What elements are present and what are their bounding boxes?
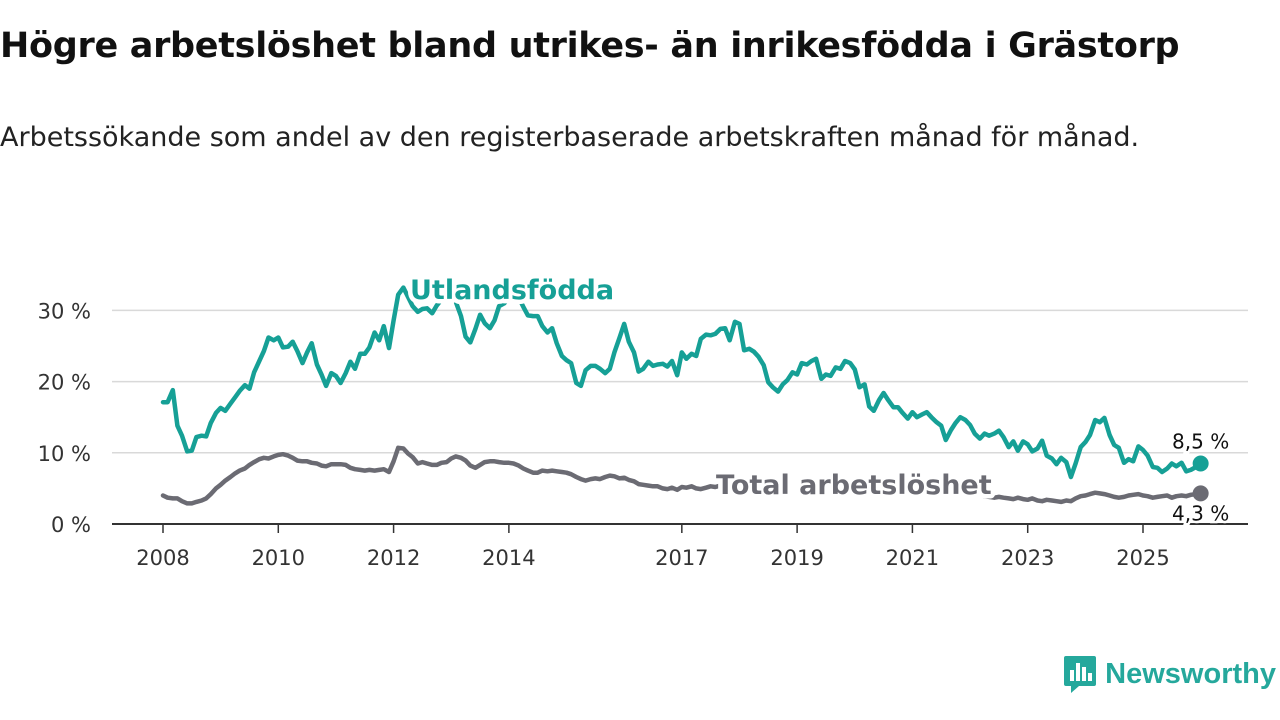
end-label-utlandsfodda: 8,5 % [1172, 429, 1229, 453]
chart-title: Högre arbetslöshet bland utrikes- än inr… [0, 26, 1180, 66]
x-tick-label: 2008 [136, 546, 189, 570]
x-tick-label: 2014 [482, 546, 535, 570]
series-line-total-2 [982, 490, 1203, 505]
brand-name: Newsworthy [1105, 657, 1276, 690]
x-tick-label: 2017 [655, 546, 708, 570]
chart-subtitle: Arbetssökande som andel av den registerb… [0, 122, 1140, 153]
x-tick-label: 2019 [770, 546, 823, 570]
end-marker-total [1192, 485, 1209, 502]
series-line-utlandsfodda-2 [453, 289, 1203, 480]
x-tick-label: 2010 [252, 546, 305, 570]
brand-logo[interactable]: Newsworthy [1063, 652, 1276, 696]
x-tick-label: 2021 [886, 546, 939, 570]
x-tick-label: 2023 [1001, 546, 1054, 570]
y-tick-label: 0 % [51, 513, 91, 537]
x-tick-label: 2012 [367, 546, 420, 570]
series-label-utlandsfodda: Utlandsfödda [410, 275, 614, 306]
end-label-total: 4,3 % [1172, 501, 1229, 525]
x-tick-label: 2025 [1116, 546, 1169, 570]
newsworthy-logo-icon [1064, 656, 1097, 693]
y-tick-label: 10 % [38, 442, 91, 466]
series-label-total: Total arbetslöshet [716, 470, 992, 501]
series-line-utlandsfodda [160, 285, 444, 454]
y-tick-label: 30 % [38, 299, 91, 323]
y-tick-label: 20 % [38, 371, 91, 395]
end-marker-utlandsfodda [1192, 455, 1209, 472]
series-line-total [160, 445, 723, 506]
